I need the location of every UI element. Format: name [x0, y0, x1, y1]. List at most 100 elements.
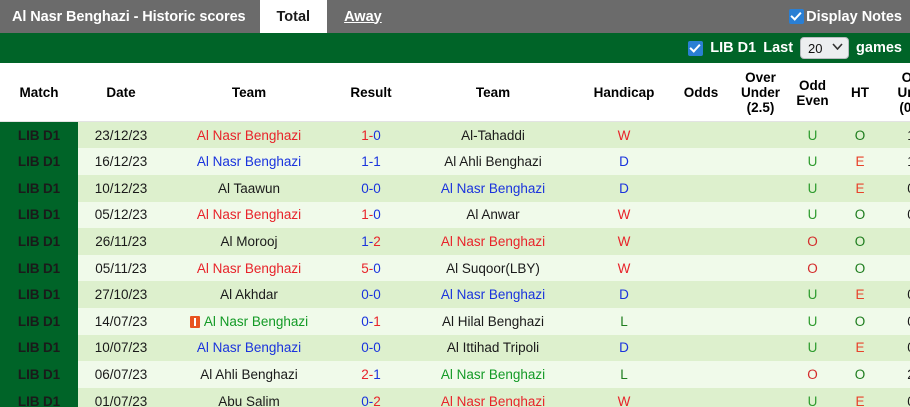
col-date[interactable]: Date	[78, 63, 164, 123]
table-row[interactable]: LIB D1 23/12/23 Al Nasr Benghazi 1-0 Al-Taha…	[0, 121, 910, 149]
cell-league: LIB D1	[0, 361, 78, 388]
outcome-letter: L	[620, 366, 628, 382]
league-label[interactable]: LIB D1	[710, 40, 757, 56]
away-team-name: Al Hilal Benghazi	[441, 313, 545, 329]
tab-total[interactable]: Total	[259, 0, 328, 33]
score-away: 0	[373, 260, 381, 276]
score-home: 1	[361, 207, 369, 223]
cell-league: LIB D1	[0, 387, 78, 407]
cell-ht: 1-0	[884, 148, 910, 176]
games-count-select[interactable]: 20	[800, 37, 850, 59]
cell-date: 26/11/23	[78, 228, 164, 255]
table-row[interactable]: LIB D1 27/10/23 Al Akhdar 0-0 Al Nasr Bengha…	[0, 281, 910, 308]
score-separator: -	[368, 207, 374, 223]
score-home: 1	[361, 127, 369, 143]
away-team-name: Al Ittihad Tripoli	[446, 340, 540, 356]
cell-away-team: Al Nasr Benghazi	[408, 387, 578, 407]
cell-ht: 0-0	[884, 201, 910, 229]
odd-even-letter: E	[855, 340, 865, 356]
outcome-letter: W	[617, 393, 631, 407]
score-home: 5	[361, 260, 369, 276]
score-home: 0	[361, 313, 369, 329]
away-team-name: Al Anwar	[466, 207, 520, 223]
table-row[interactable]: LIB D1 16/12/23 Al Nasr Benghazi 1-1 Al Ahli…	[0, 148, 910, 176]
cell-handicap	[670, 387, 732, 407]
cell-outcome: L	[578, 307, 670, 335]
cell-outcome: W	[578, 228, 670, 255]
cell-home-team: Al Nasr Benghazi	[164, 148, 334, 176]
cell-outcome: W	[578, 387, 670, 407]
display-notes-checkbox[interactable]	[789, 9, 805, 24]
cell-result-score: 1-0	[334, 121, 408, 149]
cell-result-score: 0-0	[334, 175, 408, 202]
col-handicap[interactable]: Handicap	[578, 63, 670, 123]
cell-league: LIB D1	[0, 175, 78, 202]
cell-over-under-25: U	[789, 387, 836, 407]
away-team-name: Al Nasr Benghazi	[440, 180, 546, 196]
col-away-team[interactable]: Team	[408, 63, 578, 123]
cell-odds	[732, 228, 789, 255]
display-notes-label[interactable]: Display Notes	[806, 8, 902, 25]
odd-even-letter: E	[855, 154, 865, 170]
cell-date: 10/12/23	[78, 175, 164, 202]
cell-over-under-25: O	[789, 228, 836, 255]
ou25-letter: U	[807, 313, 818, 329]
tab-away[interactable]: Away	[344, 8, 382, 25]
cell-ht: 0-0	[884, 175, 910, 202]
col-odds[interactable]: Odds	[670, 63, 732, 123]
cell-handicap	[670, 228, 732, 255]
table-row[interactable]: LIB D1 05/12/23 Al Nasr Benghazi 1-0 Al Anwa…	[0, 201, 910, 229]
table-row[interactable]: LIB D1 01/07/23 Abu Salim 0-2 Al Nasr Bengha…	[0, 387, 910, 407]
table-header: Match Date Team Result Team Handicap Odd…	[0, 63, 910, 123]
cell-away-team: Al Suqoor(LBY)	[408, 254, 578, 282]
score-home: 1	[361, 154, 369, 170]
odd-even-letter: O	[854, 234, 866, 249]
cell-home-team: Al Nasr Benghazi	[164, 201, 334, 229]
table-row[interactable]: LIB D1 05/11/23 Al Nasr Benghazi 5-0 Al Suqo…	[0, 254, 910, 282]
cell-outcome: D	[578, 281, 670, 308]
odd-even-letter: O	[854, 366, 866, 382]
col-result[interactable]: Result	[334, 63, 408, 123]
table-row[interactable]: LIB D1 06/07/23 Al Ahli Benghazi 2-1 Al Nasr…	[0, 361, 910, 388]
table-row[interactable]: LIB D1 14/07/23 Al Nasr Benghazi 0-1 Al Hila…	[0, 307, 910, 335]
outcome-letter: W	[617, 127, 631, 143]
cell-handicap	[670, 307, 732, 335]
col-ht[interactable]: HT	[836, 63, 884, 123]
score-away: 1	[373, 366, 381, 382]
home-team-name: Abu Salim	[218, 393, 280, 407]
cell-result-score: 5-0	[334, 254, 408, 282]
cell-over-under-25: U	[789, 175, 836, 202]
table-row[interactable]: LIB D1 10/07/23 Al Nasr Benghazi 0-0 Al Itti…	[0, 334, 910, 362]
cell-result-score: 0-1	[334, 307, 408, 335]
odd-even-letter: E	[855, 287, 865, 303]
score-separator: -	[368, 287, 374, 303]
away-team-name: Al Nasr Benghazi	[440, 287, 546, 303]
col-over-under-25[interactable]: Over Under (2.5)	[732, 63, 789, 123]
score-away: 0	[373, 207, 381, 223]
score-away: 2	[373, 234, 381, 249]
cell-over-under-25: O	[789, 254, 836, 282]
cell-home-team: Al Akhdar	[164, 281, 334, 308]
cell-handicap	[670, 175, 732, 202]
cell-handicap	[670, 334, 732, 362]
cell-date: 23/12/23	[78, 121, 164, 149]
cell-ht: 0-0	[884, 387, 910, 407]
col-over-under-075[interactable]: Over Under (0.75)	[884, 63, 910, 123]
cell-outcome: L	[578, 361, 670, 388]
home-team-name: Al Nasr Benghazi	[196, 127, 302, 143]
cell-home-team: Al Morooj	[164, 228, 334, 255]
cell-odd-even: O	[836, 254, 884, 282]
table-row[interactable]: LIB D1 26/11/23 Al Morooj 1-2 Al Nasr Bengha…	[0, 228, 910, 255]
cell-date: 27/10/23	[78, 281, 164, 308]
col-match[interactable]: Match	[0, 63, 78, 123]
cell-outcome: W	[578, 121, 670, 149]
score-separator: -	[368, 366, 374, 382]
cell-ht: 0-0	[884, 281, 910, 308]
col-odd-even[interactable]: Odd Even	[789, 63, 836, 123]
cell-away-team: Al Anwar	[408, 201, 578, 229]
col-home-team[interactable]: Team	[164, 63, 334, 123]
score-away: 1	[373, 313, 381, 329]
odd-even-letter: E	[855, 393, 865, 407]
table-row[interactable]: LIB D1 10/12/23 Al Taawun 0-0 Al Nasr Bengha…	[0, 175, 910, 202]
league-checkbox[interactable]	[688, 40, 704, 56]
